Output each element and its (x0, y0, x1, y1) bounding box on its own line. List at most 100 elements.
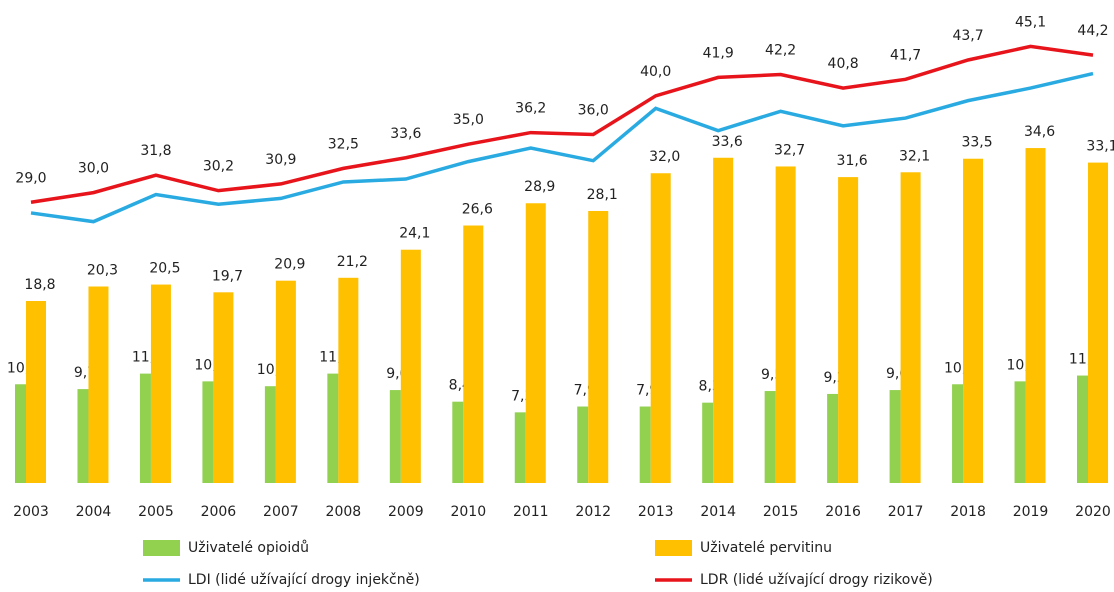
bar (827, 393, 839, 483)
bar (150, 284, 171, 483)
bar (15, 384, 26, 483)
legend-label: Uživatelé pervitinu (700, 540, 832, 556)
bar (1014, 381, 1026, 483)
value-label: 40,0 (640, 64, 671, 80)
value-label: 20,3 (87, 262, 118, 278)
value-label: 18,8 (24, 277, 55, 293)
bar (963, 158, 984, 483)
value-label: 32,5 (328, 136, 359, 152)
x-tick-label: 2006 (201, 504, 237, 520)
bar (525, 203, 546, 484)
bar (577, 406, 589, 483)
value-label: 41,7 (890, 47, 921, 63)
value-label: 33,5 (961, 135, 992, 151)
value-label: 28,9 (524, 179, 555, 195)
bar (275, 280, 296, 483)
x-tick-label: 2004 (76, 504, 112, 520)
bar (88, 286, 109, 483)
bar (400, 249, 421, 483)
bar (900, 172, 921, 483)
bar (764, 391, 776, 483)
bar (327, 373, 339, 483)
value-label: 44,2 (1077, 23, 1108, 39)
value-label: 32,7 (774, 142, 805, 158)
x-tick-label: 2020 (1075, 504, 1111, 520)
bar (213, 292, 234, 483)
bar (639, 406, 651, 483)
bar (26, 301, 46, 483)
value-label: 26,6 (462, 202, 493, 218)
x-tick-label: 2016 (825, 504, 861, 520)
bar (889, 390, 901, 483)
legend-swatch (655, 540, 692, 556)
line (30, 44, 1094, 205)
value-label: 35,0 (453, 112, 484, 128)
x-tick-label: 2013 (638, 504, 674, 520)
value-label: 33,6 (712, 134, 743, 150)
bar (264, 386, 276, 483)
value-label: 32,1 (899, 148, 930, 164)
bar (838, 177, 859, 483)
bar (338, 277, 359, 483)
x-tick-label: 2011 (513, 504, 549, 520)
bar (1025, 148, 1046, 483)
value-label: 24,1 (399, 226, 430, 242)
value-label: 32,0 (649, 149, 680, 165)
value-label: 36,2 (515, 101, 546, 117)
line (30, 71, 1094, 224)
x-tick-label: 2017 (888, 504, 924, 520)
value-label: 33,1 (1086, 139, 1114, 155)
value-label: 30,0 (78, 161, 109, 177)
value-label: 31,8 (140, 143, 171, 159)
bar (588, 210, 609, 483)
x-tick-label: 2014 (700, 504, 736, 520)
value-label: 19,7 (212, 268, 243, 284)
bar (202, 381, 214, 483)
legend-label: LDR (lidé užívající drogy rizikově) (700, 572, 933, 588)
value-label: 20,9 (274, 257, 305, 273)
value-label: 20,5 (149, 261, 180, 277)
value-label: 30,2 (203, 159, 234, 175)
value-label: 29,0 (15, 170, 46, 186)
x-tick-label: 2003 (13, 504, 49, 520)
bar (702, 402, 714, 483)
value-label: 34,6 (1024, 124, 1055, 140)
value-label: 21,2 (337, 254, 368, 270)
value-label: 28,1 (587, 187, 618, 203)
value-label: 30,9 (265, 152, 296, 168)
x-tick-label: 2012 (575, 504, 611, 520)
bar (463, 225, 484, 483)
bar (514, 412, 526, 483)
x-tick-label: 2010 (450, 504, 486, 520)
bar (1077, 375, 1088, 483)
x-tick-label: 2007 (263, 504, 299, 520)
value-label: 41,9 (703, 45, 734, 61)
bar (952, 384, 964, 483)
value-label: 33,6 (390, 126, 421, 142)
bar (650, 173, 671, 484)
value-label: 42,2 (765, 43, 796, 59)
value-label: 43,7 (952, 28, 983, 44)
value-label: 36,0 (578, 103, 609, 119)
bar (452, 401, 464, 483)
x-tick-label: 2009 (388, 504, 424, 520)
bar (1088, 162, 1108, 484)
bar (389, 390, 401, 483)
legend-label: LDI (lidé užívající drogy injekčně) (188, 572, 420, 588)
bar (139, 373, 151, 483)
legend-swatch (143, 540, 180, 556)
bar (77, 389, 89, 483)
value-label: 31,6 (837, 153, 868, 169)
value-label: 45,1 (1015, 14, 1046, 30)
x-tick-label: 2008 (326, 504, 362, 520)
x-tick-label: 2015 (763, 504, 799, 520)
x-tick-label: 2005 (138, 504, 174, 520)
value-label: 40,8 (828, 56, 859, 72)
legend-label: Uživatelé opioidů (188, 540, 309, 556)
bar (713, 157, 734, 483)
x-tick-label: 2018 (950, 504, 986, 520)
x-tick-label: 2019 (1013, 504, 1049, 520)
bar (775, 166, 796, 484)
